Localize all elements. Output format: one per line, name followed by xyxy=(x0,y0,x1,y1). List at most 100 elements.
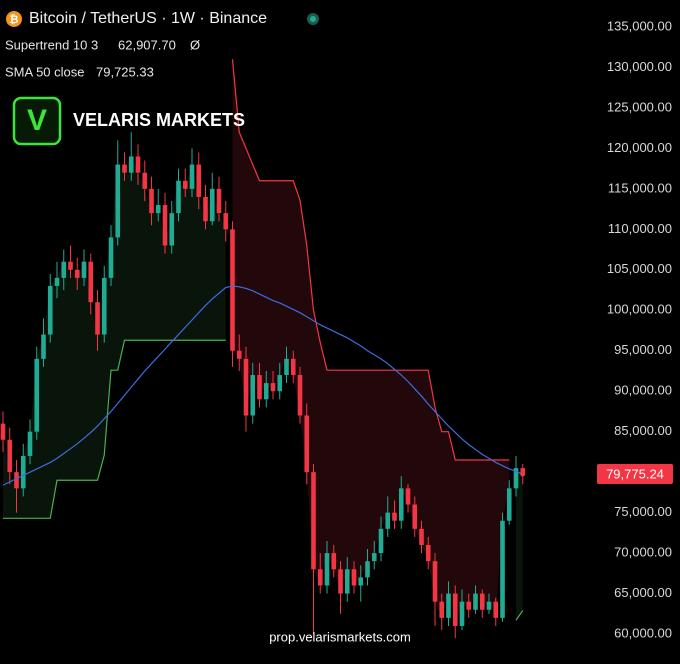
y-tick-label: 135,000.00 xyxy=(607,18,672,33)
y-tick-label: 130,000.00 xyxy=(607,59,672,74)
candle-body xyxy=(250,375,256,416)
candle-body xyxy=(513,468,519,489)
candle-body xyxy=(385,512,391,529)
candle-body xyxy=(108,237,114,278)
candle-body xyxy=(41,334,46,359)
candle-body xyxy=(263,383,269,400)
candle-body xyxy=(412,504,418,529)
candle-body xyxy=(182,180,188,189)
candle-body xyxy=(115,164,121,238)
candle-body xyxy=(257,375,262,400)
y-tick-label: 75,000.00 xyxy=(614,504,672,519)
candle-body xyxy=(277,375,283,392)
y-tick-label: 95,000.00 xyxy=(614,342,672,357)
sma-line xyxy=(2,285,523,486)
y-tick-label: 115,000.00 xyxy=(608,180,672,195)
legend-name: SMA 50 close xyxy=(5,64,85,79)
candle-body xyxy=(176,180,181,214)
trend-fill xyxy=(232,59,510,626)
candle-body xyxy=(230,229,235,351)
candle-body xyxy=(290,358,296,376)
candle-body xyxy=(95,302,100,335)
y-tick-label: 70,000.00 xyxy=(614,545,672,560)
price-tag xyxy=(597,463,673,484)
candle-body xyxy=(162,205,168,246)
candle-body xyxy=(7,439,13,473)
candle-body xyxy=(358,577,364,586)
candle-body xyxy=(466,601,472,610)
candle-body xyxy=(34,358,40,432)
candle-body xyxy=(479,593,485,610)
candle-body xyxy=(439,601,445,618)
candle-body xyxy=(486,601,492,610)
candle-body xyxy=(405,488,411,505)
trend-fill xyxy=(3,156,226,519)
candle-body xyxy=(27,431,33,456)
candle-body xyxy=(0,423,6,440)
candle-body xyxy=(74,269,80,278)
candle-body xyxy=(88,261,94,303)
candle-body xyxy=(324,553,330,586)
y-tick-label: 85,000.00 xyxy=(614,423,672,438)
candle-body xyxy=(270,383,276,392)
candle-body xyxy=(311,472,316,570)
candle-body xyxy=(68,261,73,270)
candle-body xyxy=(317,569,323,586)
y-tick-label: 120,000.00 xyxy=(607,140,672,155)
candle-body xyxy=(223,213,229,230)
candle-body xyxy=(196,164,202,197)
candle-body xyxy=(473,593,478,610)
y-tick-label: 125,000.00 xyxy=(607,99,672,114)
candle-body xyxy=(142,172,148,189)
candle-body xyxy=(101,277,107,335)
watermark: prop.velarismarkets.com xyxy=(269,629,411,644)
candle-body xyxy=(493,601,499,618)
candle-body xyxy=(459,601,465,626)
candle-body xyxy=(506,488,512,521)
candle-body xyxy=(236,350,242,359)
price-tag-label: 79,775.24 xyxy=(606,466,664,481)
candle-body xyxy=(155,205,161,214)
last-price-dot xyxy=(520,471,526,477)
candle-body xyxy=(135,156,141,173)
chart-title: Bitcoin / TetherUS · 1W · Binance xyxy=(29,10,267,27)
candle-body xyxy=(432,561,438,602)
candle-body xyxy=(47,285,53,335)
candle-body xyxy=(169,213,175,246)
candle-body xyxy=(203,196,208,222)
candle-body xyxy=(189,164,195,189)
candle-body xyxy=(338,569,343,594)
legend-value: 79,725.33 xyxy=(96,64,154,79)
legend-name: Supertrend 10 3 xyxy=(5,37,98,52)
candle-body xyxy=(500,520,505,618)
y-tick-label: 60,000.00 xyxy=(614,625,672,640)
y-tick-label: 105,000.00 xyxy=(607,261,672,276)
candle-body xyxy=(209,188,215,222)
coin-symbol: ₿ xyxy=(10,14,19,26)
supertrend-line xyxy=(231,59,510,461)
candle-body xyxy=(392,512,397,521)
y-tick-label: 100,000.00 xyxy=(607,302,672,317)
status-dot xyxy=(310,16,316,22)
logo-letter: V xyxy=(27,104,47,137)
candle-body xyxy=(304,415,310,473)
candle-body xyxy=(54,277,60,286)
candle-body xyxy=(81,261,87,278)
y-tick-label: 65,000.00 xyxy=(614,585,672,600)
legend-value: 62,907.70 xyxy=(118,37,176,52)
candle-body xyxy=(378,528,384,554)
logo-box xyxy=(12,96,62,146)
legend-symbol: Ø xyxy=(190,37,200,52)
plot-area xyxy=(0,59,526,639)
candle-body xyxy=(446,593,451,618)
candle-body xyxy=(297,375,303,416)
candle-body xyxy=(398,488,404,521)
candle-body xyxy=(425,545,431,562)
candle-body xyxy=(452,593,458,626)
y-tick-label: 90,000.00 xyxy=(614,383,672,398)
candle-body xyxy=(344,569,350,594)
brand-name: VELARIS MARKETS xyxy=(73,110,245,130)
